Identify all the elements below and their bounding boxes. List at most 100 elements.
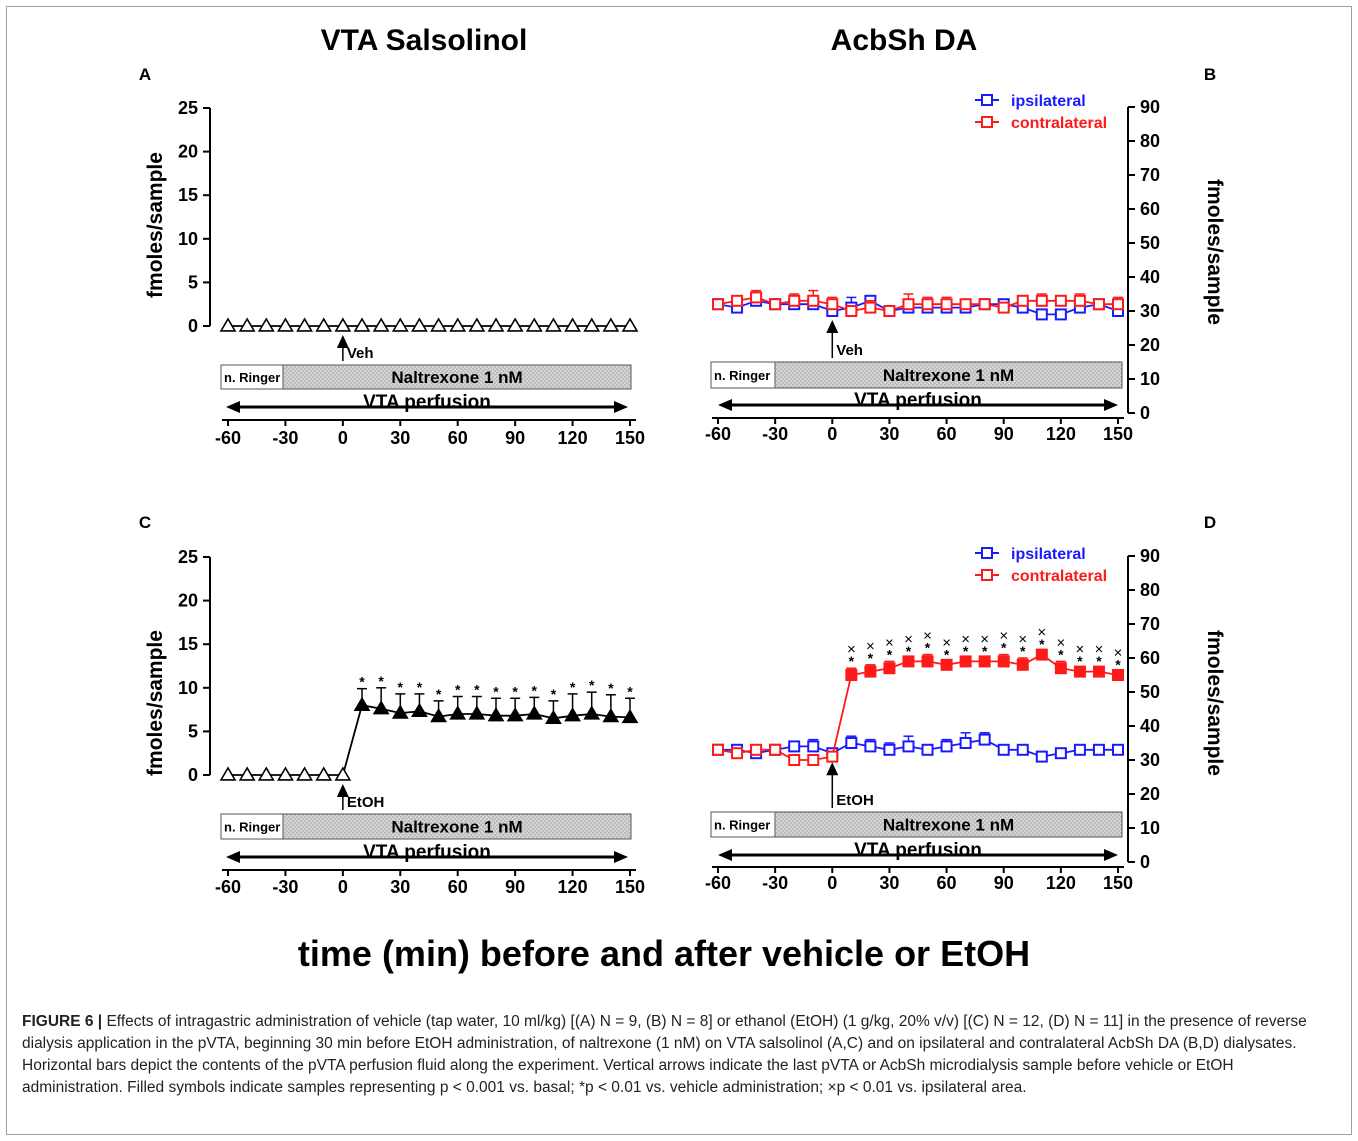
data-point — [430, 707, 447, 723]
y-tick-label: 50 — [1140, 682, 1160, 702]
data-point — [712, 743, 724, 756]
data-point — [1112, 743, 1124, 756]
y-tick-label: 10 — [178, 678, 198, 698]
ringer-bar — [220, 364, 284, 390]
legend-entry: ipsilateral — [1011, 93, 1086, 110]
naltrexone-label: Naltrexone 1 nM — [391, 818, 522, 837]
significance-star: * — [398, 679, 404, 695]
x-tick-label: 30 — [390, 428, 410, 448]
series-line — [228, 704, 631, 776]
data-point — [959, 737, 972, 749]
data-point — [902, 655, 915, 668]
significance-cross: × — [885, 634, 894, 651]
y-tick-label: 40 — [1140, 716, 1160, 736]
x-tick-label: 120 — [558, 428, 588, 448]
panel-D: D 0 10 20 30 40 50 60 70 80 90 fmoles/sample -60 -30 0… — [705, 513, 1226, 893]
event-arrow-label: EtOH — [347, 794, 385, 811]
data-point — [940, 298, 953, 311]
significance-star: * — [493, 683, 499, 699]
data-point — [788, 294, 801, 307]
data-point — [257, 317, 275, 332]
data-point — [731, 747, 744, 760]
x-tick-label: 30 — [879, 873, 899, 893]
data-point — [219, 317, 237, 332]
data-point — [296, 766, 313, 781]
significance-star: * — [1096, 653, 1102, 669]
column-title-right: AcbSh DA — [831, 24, 978, 57]
significance-star: * — [1020, 643, 1026, 659]
data-point — [1054, 747, 1067, 760]
x-tick-label: 60 — [937, 424, 957, 444]
y-tick-label: 30 — [1140, 301, 1160, 321]
x-tick-label: 30 — [879, 424, 899, 444]
x-tick-label: 90 — [994, 424, 1014, 444]
data-point — [506, 317, 524, 332]
x-tick-label: -30 — [762, 873, 788, 893]
x-tick-label: 150 — [1103, 424, 1133, 444]
data-point — [602, 707, 620, 723]
data-point — [1016, 658, 1029, 671]
x-tick-label: 60 — [448, 877, 468, 897]
data-point — [978, 733, 991, 746]
perfusion-label: VTA perfusion — [363, 842, 491, 863]
event-arrow-label: Veh — [836, 342, 863, 359]
significance-star: * — [474, 682, 480, 698]
significance-star: * — [359, 674, 365, 690]
series-line — [717, 653, 1119, 761]
significance-cross: × — [904, 631, 913, 648]
y-tick-label: 40 — [1140, 267, 1160, 287]
significance-cross: × — [866, 638, 875, 655]
x-tick-label: -60 — [215, 877, 241, 897]
data-point — [487, 317, 505, 332]
y-tick-label: 20 — [178, 591, 198, 611]
event-arrow-head — [826, 320, 839, 333]
legend-entry: contralateral — [1011, 115, 1107, 132]
x-tick-label: 150 — [1103, 873, 1133, 893]
x-tick-label: 120 — [1046, 424, 1076, 444]
data-point — [353, 696, 371, 711]
event-arrow-head — [336, 335, 349, 348]
data-point — [845, 669, 858, 681]
data-point — [257, 766, 275, 781]
data-point — [1035, 648, 1048, 661]
data-point — [449, 705, 467, 720]
data-point — [449, 317, 467, 332]
data-point — [525, 317, 543, 332]
data-point — [845, 737, 858, 749]
significance-star: * — [982, 643, 988, 659]
significance-star: * — [963, 643, 969, 659]
x-tick-label: 90 — [505, 877, 525, 897]
data-point — [391, 704, 409, 719]
x-tick-label: -30 — [762, 424, 788, 444]
data-point — [807, 754, 820, 766]
data-point — [883, 305, 896, 317]
data-point — [430, 317, 447, 332]
data-point — [769, 298, 782, 311]
data-point — [997, 655, 1010, 668]
data-point — [564, 707, 581, 722]
data-point — [545, 317, 562, 332]
x-tick-label: -60 — [215, 428, 241, 448]
naltrexone-bar — [282, 813, 632, 840]
data-point — [902, 298, 915, 311]
naltrexone-bar — [282, 364, 632, 390]
significance-cross: × — [847, 641, 856, 658]
y-tick-label: 70 — [1140, 165, 1160, 185]
data-point — [1035, 294, 1048, 307]
data-point — [959, 655, 972, 668]
data-point — [788, 754, 801, 766]
data-point — [712, 298, 724, 311]
data-point — [353, 317, 371, 332]
perfusion-arrow-right-head — [1104, 849, 1118, 861]
significance-cross: × — [1056, 634, 1065, 651]
event-arrow-label: EtOH — [836, 792, 874, 809]
figure-canvas: VTA Salsolinol AcbSh DA A 0 5 10 15 20 25 fmole… — [139, 24, 1226, 974]
data-point — [826, 298, 839, 311]
panel-letter: A — [139, 65, 151, 84]
data-point — [1035, 750, 1048, 763]
data-point — [750, 291, 763, 304]
data-point — [1112, 298, 1124, 311]
data-point — [411, 702, 428, 718]
series-line — [717, 299, 1119, 316]
data-point — [277, 317, 294, 332]
